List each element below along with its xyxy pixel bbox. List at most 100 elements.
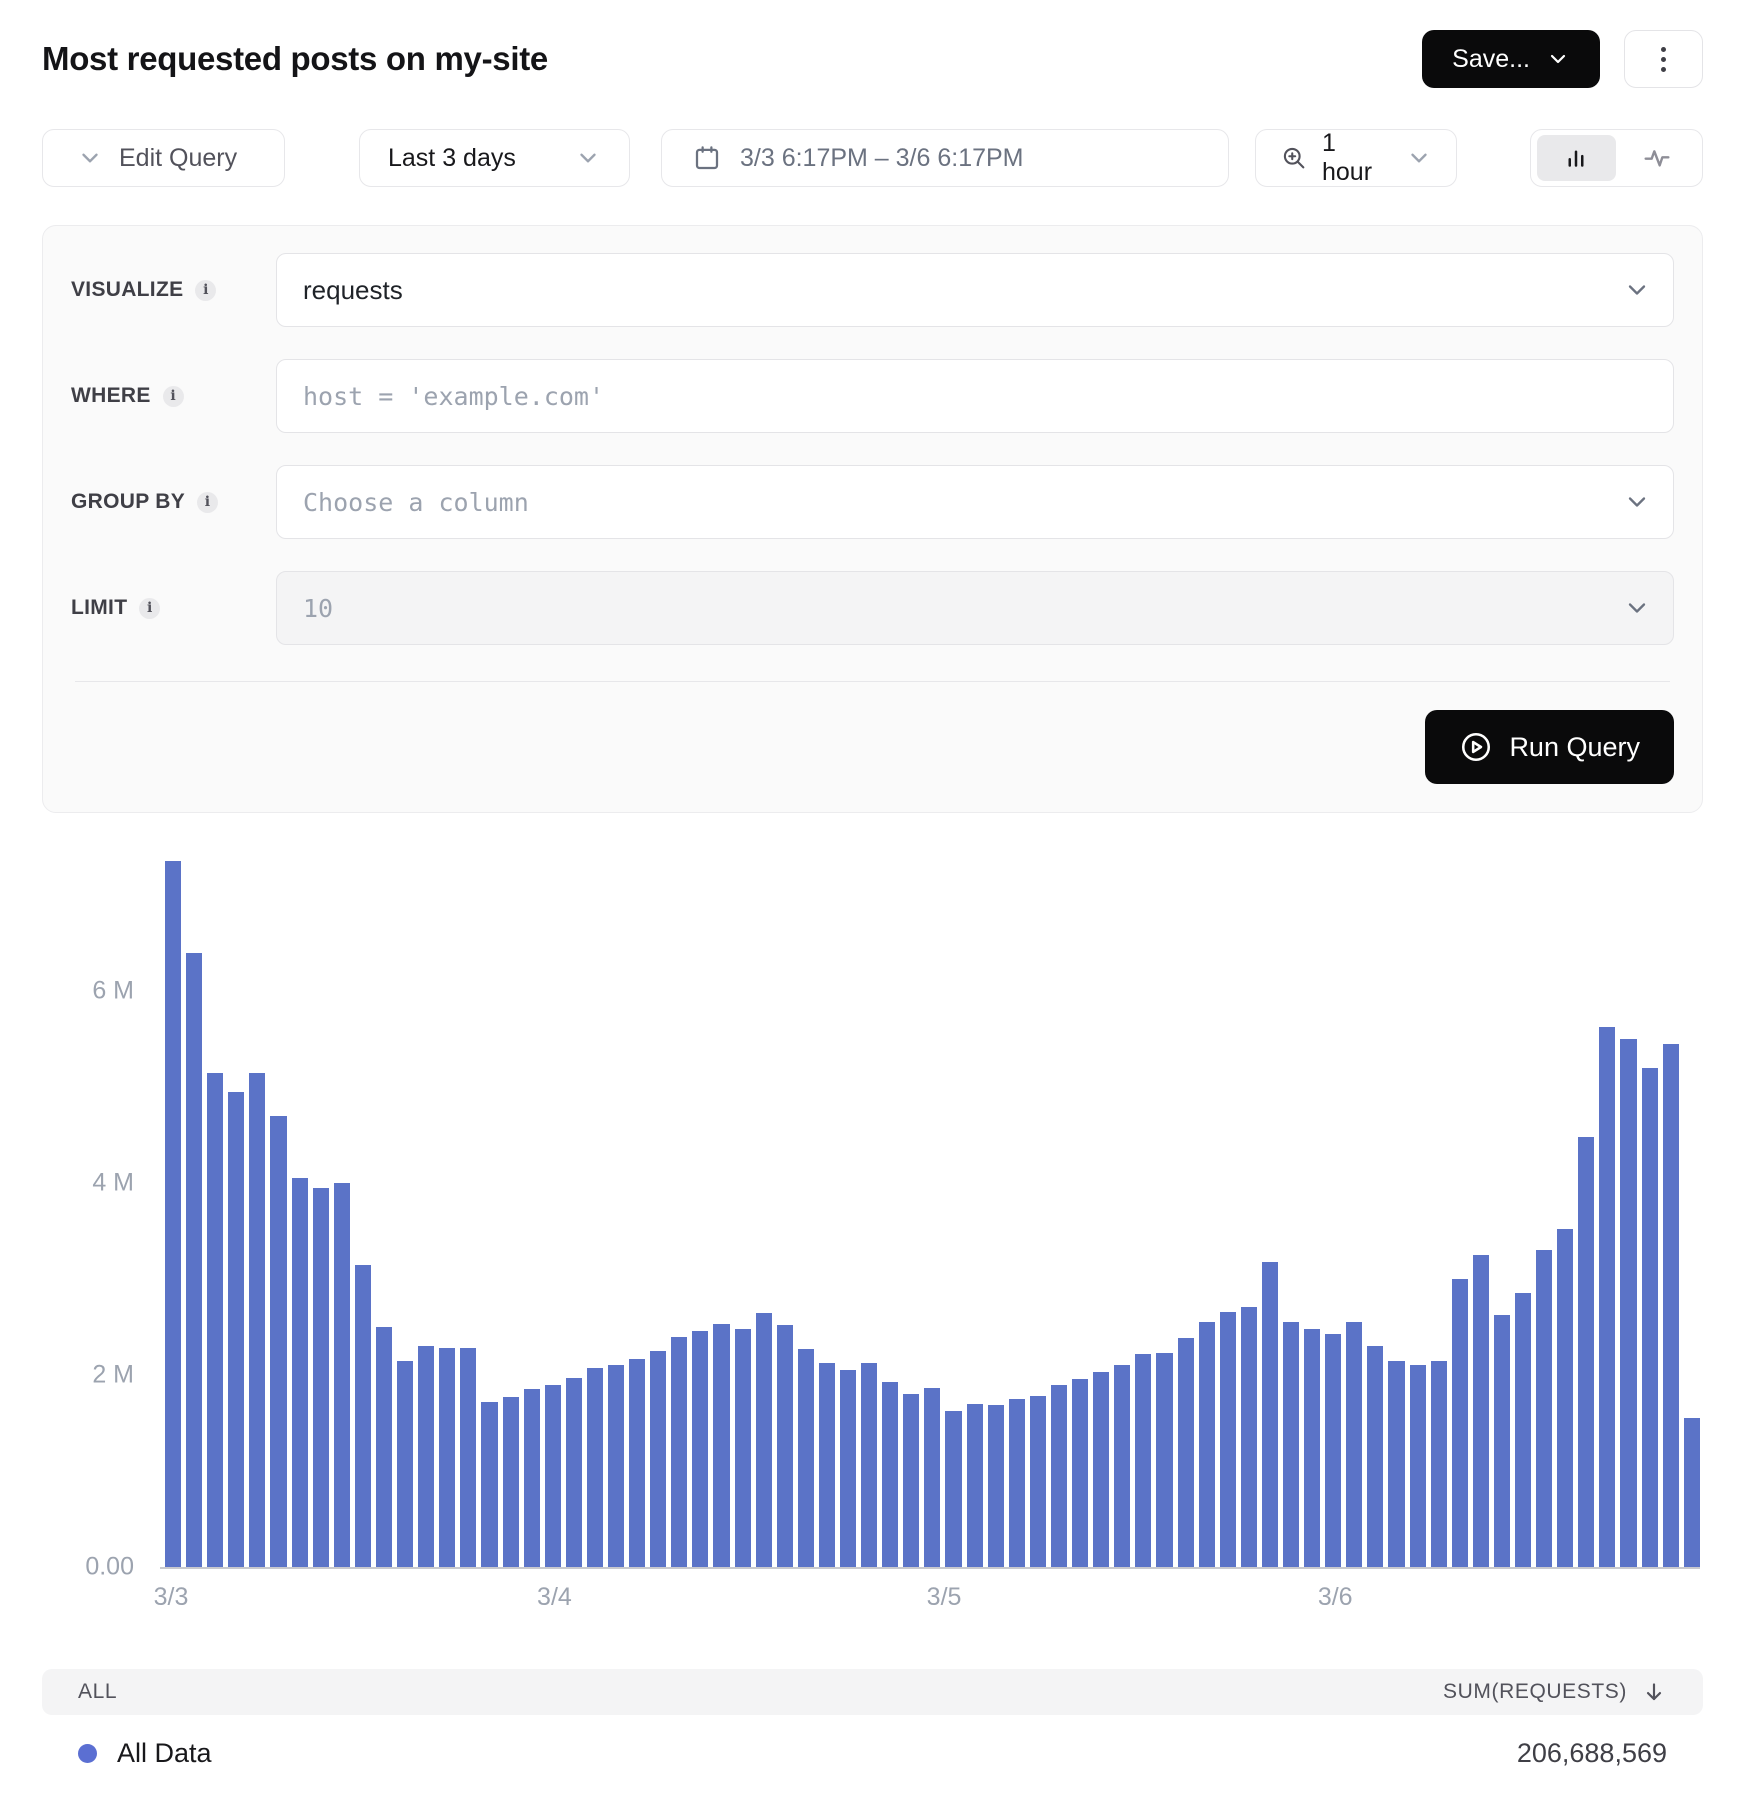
bar[interactable] bbox=[354, 1265, 371, 1567]
bar[interactable] bbox=[1219, 1312, 1236, 1567]
bar[interactable] bbox=[861, 1363, 878, 1567]
x-axis-tick-label: 3/6 bbox=[1317, 1583, 1353, 1611]
bar[interactable] bbox=[903, 1394, 920, 1567]
bar[interactable] bbox=[1346, 1322, 1363, 1567]
bar-chart-icon bbox=[1561, 143, 1591, 173]
pulse-line-icon bbox=[1641, 142, 1673, 174]
bar[interactable] bbox=[840, 1370, 857, 1567]
bar[interactable] bbox=[228, 1092, 245, 1567]
bar[interactable] bbox=[1135, 1354, 1152, 1567]
limit-select[interactable]: 10 bbox=[276, 571, 1674, 645]
edit-query-toggle[interactable]: Edit Query bbox=[42, 129, 285, 187]
visualize-select[interactable]: requests bbox=[276, 253, 1674, 327]
bar[interactable] bbox=[776, 1325, 793, 1567]
bar[interactable] bbox=[333, 1183, 350, 1567]
info-icon[interactable]: i bbox=[162, 385, 184, 407]
bar[interactable] bbox=[1029, 1396, 1046, 1567]
bar[interactable] bbox=[523, 1389, 540, 1567]
bar[interactable] bbox=[797, 1349, 814, 1567]
bar[interactable] bbox=[713, 1324, 730, 1567]
bar[interactable] bbox=[650, 1351, 667, 1567]
save-button[interactable]: Save... bbox=[1422, 30, 1600, 88]
bar[interactable] bbox=[1515, 1293, 1532, 1567]
table-row[interactable]: All Data 206,688,569 bbox=[42, 1733, 1703, 1773]
bar[interactable] bbox=[734, 1329, 751, 1567]
bar[interactable] bbox=[692, 1331, 709, 1567]
bar[interactable] bbox=[966, 1404, 983, 1567]
bar[interactable] bbox=[1620, 1039, 1637, 1567]
bar[interactable] bbox=[291, 1178, 308, 1567]
bar[interactable] bbox=[1599, 1027, 1616, 1567]
sort-descending-icon[interactable] bbox=[1641, 1679, 1667, 1705]
bar[interactable] bbox=[1662, 1044, 1679, 1567]
bar[interactable] bbox=[249, 1073, 266, 1567]
bar[interactable] bbox=[1177, 1338, 1194, 1567]
bar[interactable] bbox=[882, 1382, 899, 1567]
date-range-picker[interactable]: 3/3 6:17PM – 3/6 6:17PM bbox=[661, 129, 1229, 187]
bar[interactable] bbox=[1304, 1329, 1321, 1567]
bar[interactable] bbox=[1683, 1418, 1700, 1567]
bar[interactable] bbox=[818, 1363, 835, 1567]
bar[interactable] bbox=[1493, 1315, 1510, 1567]
bar[interactable] bbox=[207, 1073, 224, 1567]
bar[interactable] bbox=[270, 1116, 287, 1567]
bar[interactable] bbox=[1409, 1365, 1426, 1567]
bar[interactable] bbox=[565, 1378, 582, 1567]
bar[interactable] bbox=[987, 1405, 1004, 1567]
bar[interactable] bbox=[671, 1337, 688, 1567]
info-icon[interactable]: i bbox=[195, 279, 217, 301]
bar[interactable] bbox=[397, 1361, 414, 1567]
bar[interactable] bbox=[629, 1359, 646, 1567]
time-range-select[interactable]: Last 3 days bbox=[359, 129, 630, 187]
edit-query-label: Edit Query bbox=[119, 143, 238, 172]
where-row: WHERE i bbox=[71, 359, 1674, 433]
bar[interactable] bbox=[481, 1402, 498, 1567]
bar[interactable] bbox=[439, 1348, 456, 1567]
bar[interactable] bbox=[1367, 1346, 1384, 1567]
query-builder-panel: VISUALIZE i requests WHERE i GROUP BY bbox=[42, 225, 1703, 813]
info-icon[interactable]: i bbox=[197, 491, 219, 513]
bar[interactable] bbox=[1050, 1385, 1068, 1567]
bar[interactable] bbox=[1240, 1307, 1257, 1567]
bar[interactable] bbox=[1008, 1399, 1025, 1567]
info-icon[interactable]: i bbox=[139, 597, 161, 619]
bar[interactable] bbox=[544, 1385, 561, 1567]
bar[interactable] bbox=[586, 1368, 603, 1567]
chevron-down-icon bbox=[1406, 145, 1432, 171]
bar[interactable] bbox=[1578, 1137, 1595, 1567]
bar[interactable] bbox=[502, 1397, 519, 1567]
bar[interactable] bbox=[165, 861, 182, 1567]
bar[interactable] bbox=[1156, 1353, 1173, 1567]
bar[interactable] bbox=[1093, 1372, 1110, 1567]
bar[interactable] bbox=[945, 1411, 962, 1567]
bar[interactable] bbox=[1072, 1379, 1089, 1567]
bar[interactable] bbox=[186, 953, 203, 1567]
bar[interactable] bbox=[1325, 1334, 1342, 1567]
bar[interactable] bbox=[418, 1346, 435, 1567]
bar[interactable] bbox=[1641, 1068, 1658, 1567]
run-query-button[interactable]: Run Query bbox=[1425, 710, 1674, 784]
bar[interactable] bbox=[1114, 1365, 1131, 1567]
bar[interactable] bbox=[1557, 1229, 1574, 1567]
requests-bar-chart: 0.00 2 M 4 M 6 M 3/3 3/4 3/5 3/6 bbox=[85, 859, 1700, 1611]
bar[interactable] bbox=[312, 1188, 329, 1567]
bar[interactable] bbox=[1451, 1279, 1468, 1567]
bar[interactable] bbox=[755, 1313, 772, 1567]
bar[interactable] bbox=[1198, 1322, 1215, 1567]
bar[interactable] bbox=[1472, 1255, 1489, 1567]
group-by-select[interactable]: Choose a column bbox=[276, 465, 1674, 539]
bar[interactable] bbox=[1282, 1322, 1300, 1567]
more-options-button[interactable] bbox=[1624, 30, 1703, 88]
bar[interactable] bbox=[1261, 1262, 1278, 1567]
bar[interactable] bbox=[607, 1365, 625, 1567]
bar[interactable] bbox=[1430, 1361, 1447, 1567]
interval-select[interactable]: 1 hour bbox=[1255, 129, 1457, 187]
bar[interactable] bbox=[924, 1388, 941, 1567]
bar[interactable] bbox=[1388, 1361, 1405, 1567]
bar-chart-type-button[interactable] bbox=[1537, 135, 1616, 181]
bar[interactable] bbox=[375, 1327, 393, 1567]
bar[interactable] bbox=[1536, 1250, 1553, 1567]
line-chart-type-button[interactable] bbox=[1618, 135, 1697, 181]
where-input[interactable] bbox=[303, 381, 1580, 411]
bar[interactable] bbox=[460, 1348, 477, 1567]
